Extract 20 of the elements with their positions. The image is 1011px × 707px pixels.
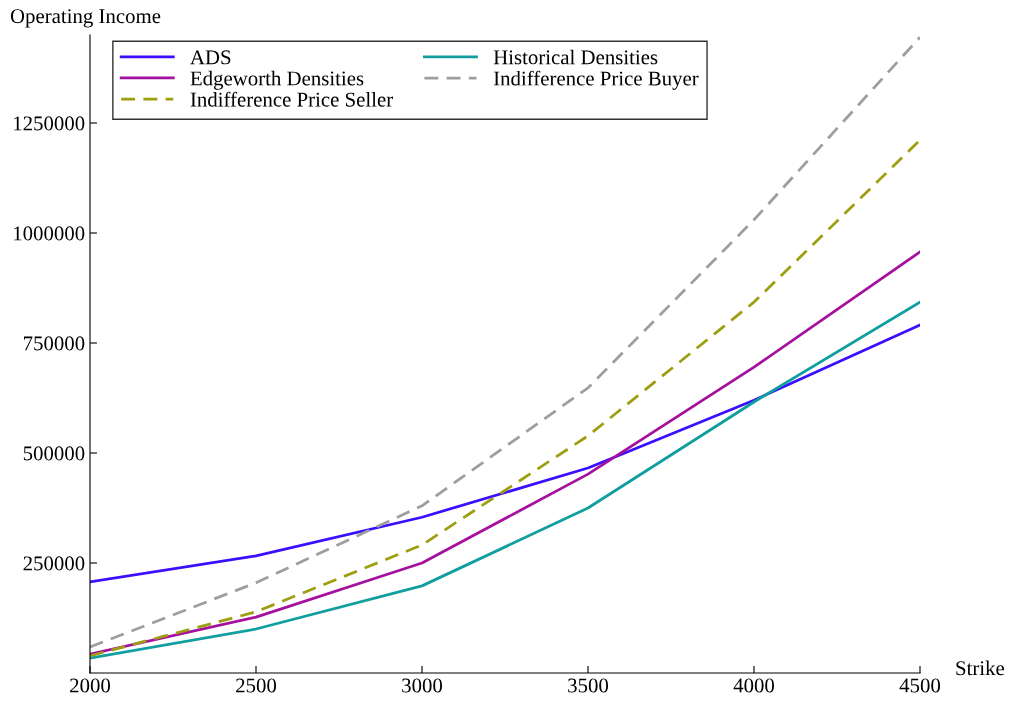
legend-label: ADS [190,50,231,65]
x-tick-label: 2500 [236,678,277,693]
x-tick-label: 4500 [899,678,941,693]
x-axis-title: Strike [956,660,1005,676]
x-tick-label: 4000 [733,678,775,693]
y-axis-title: Operating Income [10,9,161,28]
y-tick-label: 500000 [23,446,85,461]
x-tick-label: 3500 [568,678,609,693]
y-tick-label: 1000000 [14,226,85,241]
line-series [90,323,920,584]
y-tick-label: 250000 [23,556,85,571]
y-tick-label: 1250000 [14,116,85,131]
legend-label: Edgeworth Densities [190,70,364,90]
line-series [90,35,920,649]
legend-label: Indifference Price Seller [190,91,393,107]
y-tick-label: 750000 [24,336,85,351]
legend-label: Historical Densities [493,49,658,65]
x-tick-label: 2000 [70,678,111,693]
x-tick-label: 3000 [402,678,443,693]
legend-label: Indifference Price Buyer [493,70,699,90]
